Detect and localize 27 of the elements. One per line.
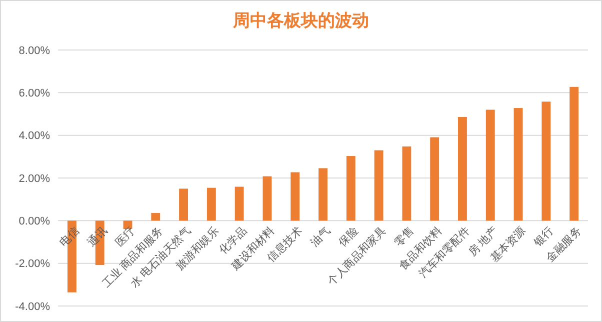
y-tick-label: 0.00% bbox=[18, 216, 50, 228]
bar bbox=[458, 116, 467, 221]
y-tick-label: 2.00% bbox=[18, 172, 50, 185]
bar bbox=[346, 156, 356, 221]
bar bbox=[206, 188, 216, 221]
bar bbox=[514, 108, 523, 221]
bar bbox=[486, 110, 495, 221]
y-tick-label: 4.00% bbox=[18, 130, 50, 142]
bar bbox=[262, 176, 272, 221]
bar bbox=[542, 102, 551, 221]
chart-title: 周中各板块的波动 bbox=[232, 11, 369, 30]
bar bbox=[234, 186, 244, 221]
bar bbox=[570, 86, 579, 221]
y-tick-label: -4.00% bbox=[15, 300, 50, 313]
y-tick-label: 8.00% bbox=[18, 44, 50, 57]
bar bbox=[318, 168, 328, 221]
bar bbox=[290, 172, 300, 221]
bar bbox=[402, 146, 412, 221]
bar bbox=[430, 137, 440, 221]
bar bbox=[151, 212, 160, 221]
y-tick-label: -2.00% bbox=[15, 258, 50, 270]
y-tick-label: 6.00% bbox=[18, 88, 50, 100]
x-tick-label: 油气 bbox=[308, 224, 333, 250]
x-tick-label: 电信 bbox=[57, 224, 82, 250]
bar bbox=[179, 188, 188, 221]
x-tick-label: 通讯 bbox=[84, 224, 110, 250]
bar bbox=[374, 150, 384, 221]
